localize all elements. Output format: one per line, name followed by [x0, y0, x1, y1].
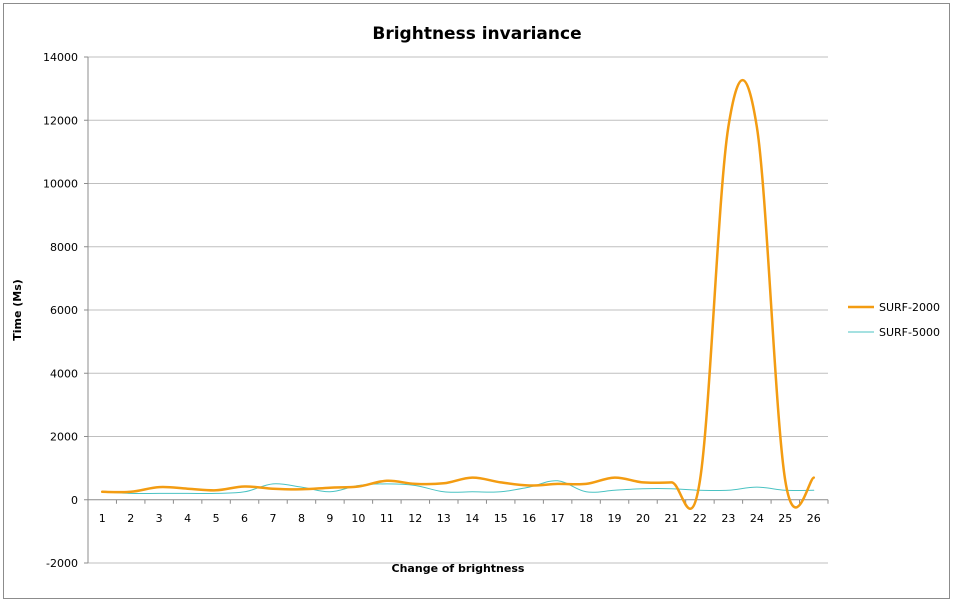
y-tick-label: 12000 — [43, 114, 78, 127]
x-tick-label: 17 — [551, 512, 565, 525]
y-tick-label: 4000 — [50, 367, 78, 380]
x-tick-label: 21 — [664, 512, 678, 525]
gridlines — [88, 56, 828, 564]
x-tick-label: 9 — [326, 512, 333, 525]
legend-label: SURF-2000 — [879, 301, 940, 314]
x-tick-label: 2 — [127, 512, 134, 525]
x-axis-title: Change of brightness — [392, 562, 525, 575]
chart-title: Brightness invariance — [372, 24, 581, 44]
y-tick-label: 10000 — [43, 178, 78, 191]
legend-label: SURF-5000 — [879, 326, 940, 339]
x-tick-label: 13 — [437, 512, 451, 525]
x-tick-label: 6 — [241, 512, 248, 525]
x-tick-label: 20 — [636, 512, 650, 525]
x-tick-label: 23 — [721, 512, 735, 525]
x-tick-label: 7 — [270, 512, 277, 525]
x-tick-label: 15 — [494, 512, 508, 525]
series-line-surf-2000 — [100, 78, 816, 511]
x-tick-label: 12 — [408, 512, 422, 525]
y-axis-title: Time (Ms) — [11, 279, 24, 341]
legend: SURF-2000 SURF-5000 — [848, 301, 940, 339]
x-tick-label: 25 — [778, 512, 792, 525]
y-tick-label: 8000 — [50, 241, 78, 254]
x-tick-label: 16 — [522, 512, 536, 525]
x-tick-label: 10 — [351, 512, 365, 525]
y-tick-label: 14000 — [43, 51, 78, 64]
y-tick-label: 6000 — [50, 304, 78, 317]
x-tick-label: 4 — [184, 512, 191, 525]
y-tick-label: 0 — [71, 494, 78, 507]
x-tick-label: 1 — [99, 512, 106, 525]
x-tick-label: 5 — [213, 512, 220, 525]
series-lines — [100, 78, 816, 511]
y-tick-label: -2000 — [46, 557, 78, 570]
x-tick-label: 11 — [380, 512, 394, 525]
y-tick-label: 2000 — [50, 431, 78, 444]
x-tick-label: 19 — [608, 512, 622, 525]
x-tick-label: 22 — [693, 512, 707, 525]
x-tick-label: 14 — [465, 512, 479, 525]
series-line-surf-5000 — [101, 480, 815, 495]
x-tick-label: 26 — [807, 512, 821, 525]
x-tick-label: 3 — [156, 512, 163, 525]
x-tick-label: 18 — [579, 512, 593, 525]
x-tick-label: 24 — [750, 512, 764, 525]
x-tick-label: 8 — [298, 512, 305, 525]
